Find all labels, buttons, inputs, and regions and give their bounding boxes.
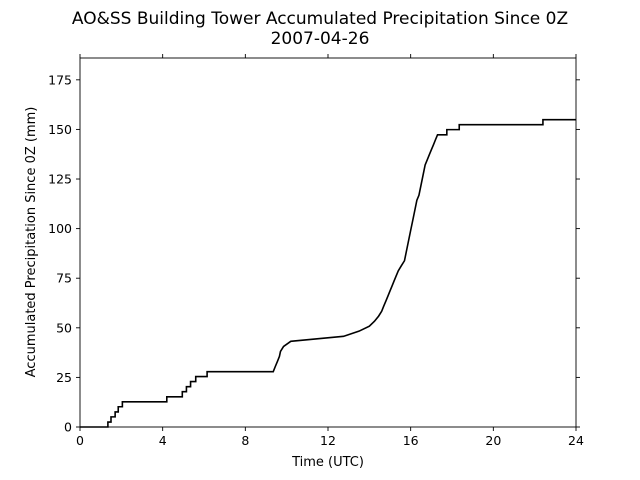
chart-subtitle: 2007-04-26 bbox=[271, 29, 370, 49]
y-tick-label: 25 bbox=[56, 370, 72, 385]
axis-ticks: 0 4 8 12 16 20 24 0 25 50 75 100 125 150 175 bbox=[48, 54, 584, 448]
plot-area-frame bbox=[79, 57, 577, 428]
y-tick-label: 50 bbox=[56, 320, 72, 335]
x-tick-label: 16 bbox=[403, 433, 419, 448]
y-tick-label: 100 bbox=[48, 221, 72, 236]
x-tick-label: 12 bbox=[320, 433, 336, 448]
x-tick-label: 8 bbox=[241, 433, 249, 448]
x-tick-label: 20 bbox=[485, 433, 501, 448]
x-axis-label: Time (UTC) bbox=[291, 455, 364, 470]
chart-title: AO&SS Building Tower Accumulated Precipi… bbox=[72, 9, 568, 29]
x-tick-label: 4 bbox=[159, 433, 167, 448]
y-tick-label: 175 bbox=[48, 72, 72, 87]
y-tick-label: 0 bbox=[64, 420, 72, 435]
y-tick-label: 125 bbox=[48, 172, 72, 187]
x-tick-label: 0 bbox=[76, 433, 84, 448]
y-axis-label: Accumulated Precipitation Since 0Z (mm) bbox=[24, 107, 39, 378]
y-tick-label: 75 bbox=[56, 271, 72, 286]
precipitation-series-line bbox=[80, 118, 576, 428]
x-tick-label: 24 bbox=[568, 433, 584, 448]
y-tick-label: 150 bbox=[48, 122, 72, 137]
